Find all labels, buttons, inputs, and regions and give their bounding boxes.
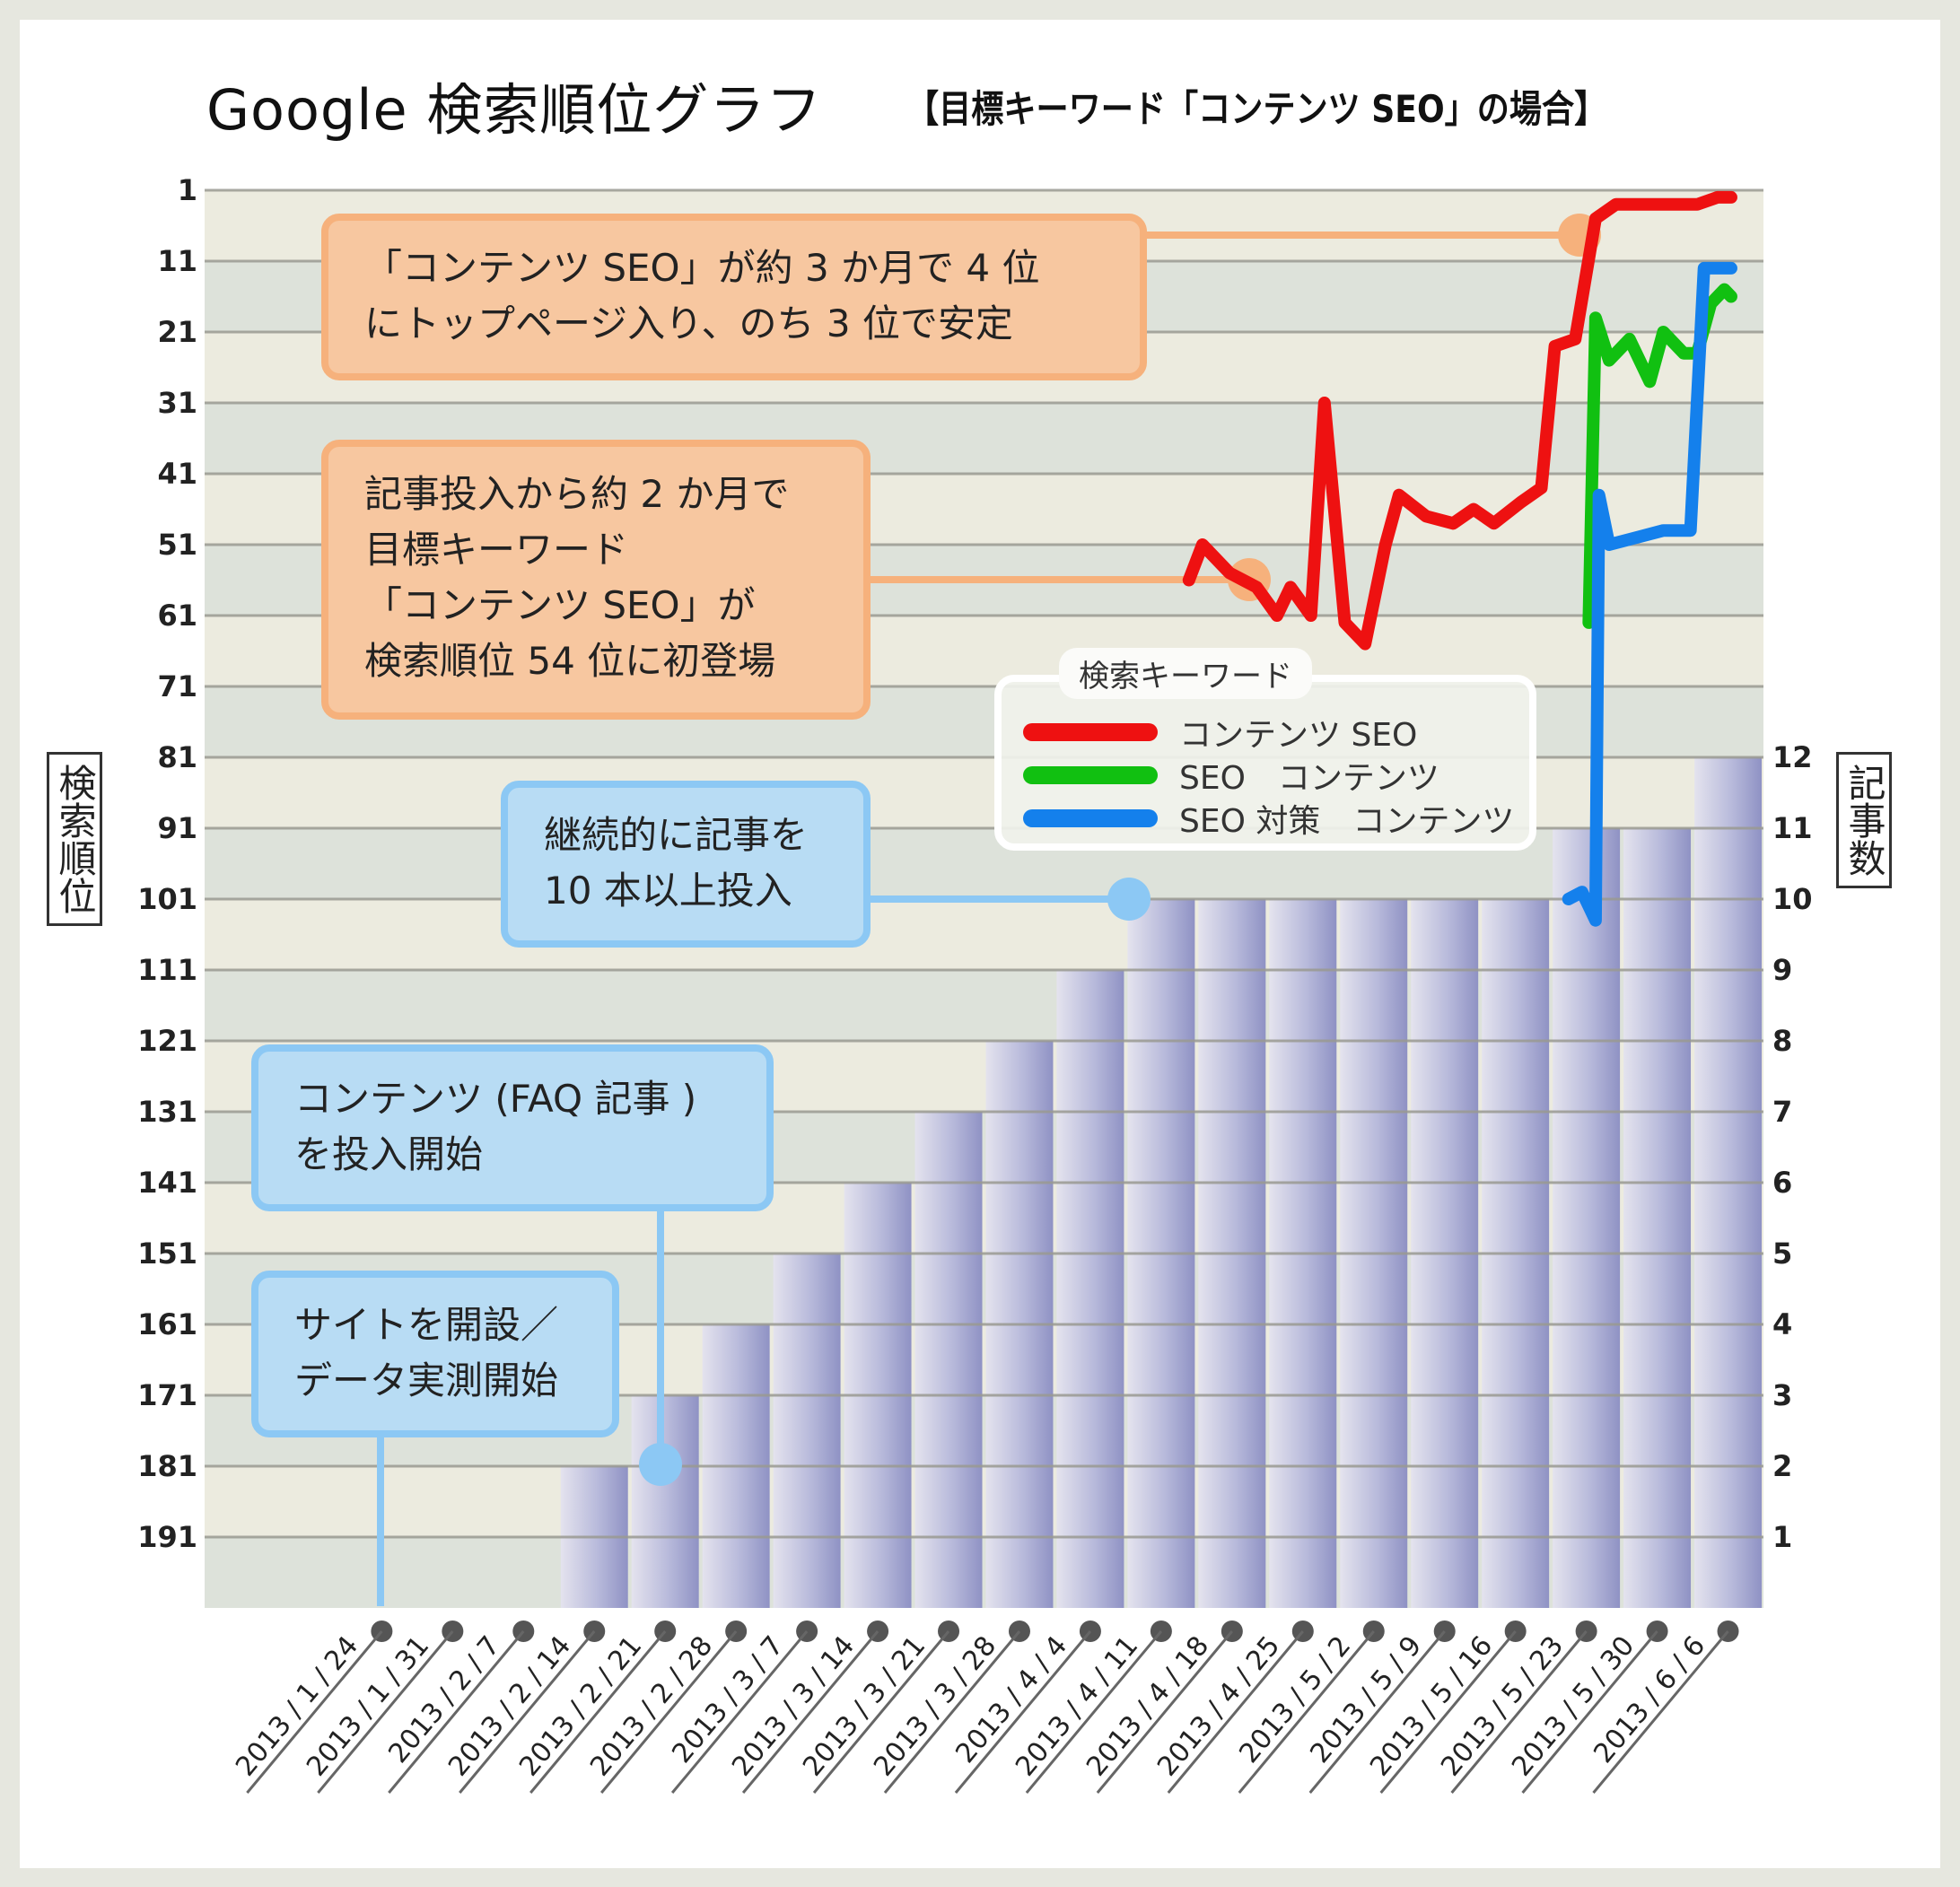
y2-tick-label: 12 xyxy=(1772,740,1813,774)
y2-tick-label: 8 xyxy=(1772,1024,1793,1058)
article-count-bar xyxy=(773,1254,841,1608)
legend-title: 検索キーワード xyxy=(1059,648,1312,699)
chart-title: Google 検索順位グラフ xyxy=(206,77,823,143)
y-axis-right-label: 記事数 xyxy=(1836,752,1892,888)
y-tick-label: 71 xyxy=(157,669,197,703)
annotation-first-appearance: 記事投入から約 2 か月で 目標キーワード 「コンテンツ SEO」が 検索順位 … xyxy=(321,440,871,720)
y-tick-label: 91 xyxy=(157,811,197,845)
annotation-top-page: 「コンテンツ SEO」が約 3 か月で 4 位 にトップページ入り、のち 3 位… xyxy=(321,214,1147,380)
article-count-bar xyxy=(1553,828,1621,1608)
y-tick-label: 151 xyxy=(137,1236,197,1271)
y-tick-label: 161 xyxy=(137,1307,197,1341)
rank-line xyxy=(1182,190,1737,651)
rank-line xyxy=(1582,283,1737,629)
y-tick-label: 41 xyxy=(157,457,197,491)
article-count-bar xyxy=(631,1395,699,1608)
legend-label: コンテンツ SEO xyxy=(1179,717,1418,754)
rank-line xyxy=(1562,261,1737,927)
y-tick-label: 111 xyxy=(137,953,197,987)
legend: コンテンツ SEO SEO コンテンツ SEO 対策 コンテンツ xyxy=(994,675,1536,851)
legend-swatch-green xyxy=(1023,766,1158,784)
y2-tick-label: 7 xyxy=(1772,1095,1793,1129)
y-tick-label: 61 xyxy=(157,598,197,633)
legend-item-seo-taisaku-content: SEO 対策 コンテンツ xyxy=(1023,799,1514,840)
y-tick-label: 141 xyxy=(137,1166,197,1200)
y-tick-label: 171 xyxy=(137,1378,197,1412)
y-tick-label: 181 xyxy=(137,1449,197,1483)
y-tick-label: 131 xyxy=(137,1095,197,1129)
annotation-content-start: コンテンツ (FAQ 記事 ) を投入開始 xyxy=(251,1044,774,1211)
y2-tick-label: 5 xyxy=(1772,1236,1793,1271)
y2-tick-label: 10 xyxy=(1772,882,1813,916)
annotation-site-launch: サイトを開設／ データ実測開始 xyxy=(251,1271,619,1437)
article-count-bar xyxy=(1056,970,1124,1608)
y2-tick-label: 11 xyxy=(1772,811,1813,845)
y-tick-label: 101 xyxy=(137,882,197,916)
y2-tick-label: 6 xyxy=(1772,1166,1793,1200)
article-count-bar xyxy=(1623,828,1692,1608)
y-tick-label: 191 xyxy=(137,1520,197,1554)
y-tick-label: 51 xyxy=(157,528,197,562)
legend-swatch-red xyxy=(1023,723,1158,741)
legend-swatch-blue xyxy=(1023,809,1158,827)
article-count-bar xyxy=(914,1112,983,1608)
y-axis-left-label: 検索順位 xyxy=(47,752,102,926)
legend-label: SEO コンテンツ xyxy=(1179,760,1439,797)
y-tick-label: 21 xyxy=(157,315,197,349)
y2-tick-label: 4 xyxy=(1772,1307,1793,1341)
y-tick-label: 31 xyxy=(157,386,197,420)
y-tick-label: 11 xyxy=(157,244,197,278)
annotation-ten-articles: 継続的に記事を 10 本以上投入 xyxy=(501,781,871,948)
y2-tick-label: 2 xyxy=(1772,1449,1793,1483)
legend-item-seo-content: SEO コンテンツ xyxy=(1023,756,1439,797)
y-tick-label: 1 xyxy=(177,173,197,207)
y2-tick-label: 9 xyxy=(1772,953,1793,987)
y2-tick-label: 3 xyxy=(1772,1378,1793,1412)
y-tick-label: 81 xyxy=(157,740,197,774)
y2-tick-label: 1 xyxy=(1772,1520,1793,1554)
legend-item-content-seo: コンテンツ SEO xyxy=(1023,712,1417,754)
legend-label: SEO 対策 コンテンツ xyxy=(1179,803,1515,840)
chart-subtitle: 【目標キーワード「コンテンツ SEO」の場合】 xyxy=(906,87,1607,131)
y-tick-label: 121 xyxy=(137,1024,197,1058)
